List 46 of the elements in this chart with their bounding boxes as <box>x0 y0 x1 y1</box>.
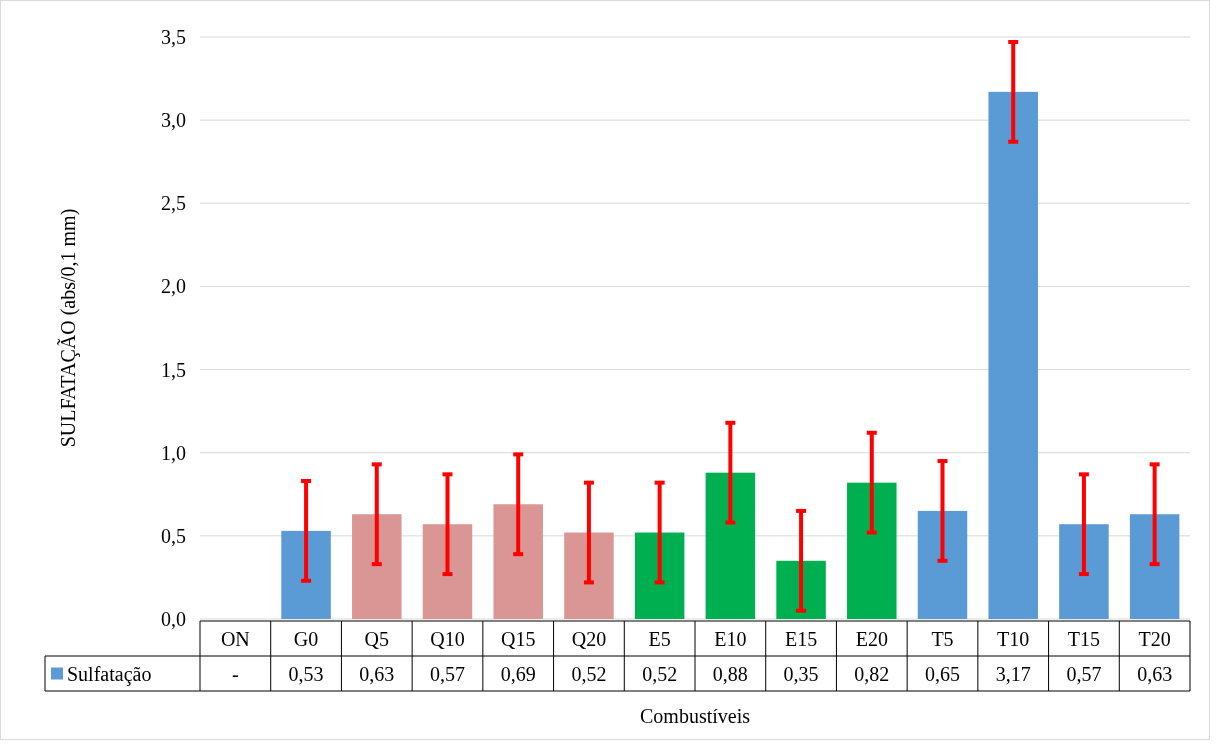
x-tick-label: Q15 <box>500 627 536 650</box>
x-tick-label: ON <box>220 627 250 650</box>
data-label: 0,63 <box>1137 662 1173 685</box>
text: - <box>232 662 239 685</box>
data-label: 0,52 <box>571 662 607 685</box>
y-tick-label: 0,0 <box>161 608 186 630</box>
y-tick-label: 3,5 <box>161 26 186 48</box>
x-tick-label: E20 <box>855 627 888 650</box>
x-tick-label: Q5 <box>364 627 390 650</box>
data-label: 0,65 <box>925 662 960 685</box>
bar <box>352 514 402 619</box>
y-tick-label: 0,5 <box>161 524 186 547</box>
x-tick-label: Q10 <box>430 627 465 650</box>
y-tick-label: 1,5 <box>161 358 186 381</box>
x-axis-title: Combustíveis <box>639 705 751 727</box>
bar <box>988 91 1038 619</box>
data-label: 0,88 <box>712 662 748 685</box>
x-tick-label: Q20 <box>571 627 607 650</box>
y-tick-label: 2,5 <box>161 192 186 215</box>
x-tick-label: E10 <box>714 627 747 650</box>
data-label: 0,82 <box>854 662 890 685</box>
data-label: 0,57 <box>1066 662 1102 685</box>
data-label: 0,63 <box>359 662 395 685</box>
bar <box>1129 514 1180 619</box>
data-label: 3,17 <box>995 662 1031 685</box>
x-tick-label: E5 <box>648 627 671 650</box>
bar <box>847 482 897 619</box>
y-axis-title: SULFATAÇÃO (abs/0,1 mm) <box>56 208 80 448</box>
data-label: 0,57 <box>430 662 465 685</box>
y-tick-label: 1,0 <box>161 441 186 464</box>
data-label: 0,53 <box>288 662 324 685</box>
bar <box>917 510 968 619</box>
x-tick-label: T10 <box>997 627 1030 650</box>
x-tick-label: G0 <box>293 627 319 650</box>
y-tick-label: 2,0 <box>161 275 186 298</box>
legend-label: Sulfatação <box>67 662 152 686</box>
data-label: 0,52 <box>642 662 678 685</box>
bar <box>705 472 756 619</box>
x-tick-label: T15 <box>1067 627 1101 650</box>
data-label: 0,35 <box>783 662 819 685</box>
x-tick-label: T20 <box>1138 627 1171 650</box>
data-label: 0,69 <box>500 662 536 685</box>
y-tick-label: 3,0 <box>161 109 186 132</box>
x-tick-label: T5 <box>931 627 954 650</box>
x-tick-label: E15 <box>784 627 818 650</box>
bar <box>493 504 543 619</box>
